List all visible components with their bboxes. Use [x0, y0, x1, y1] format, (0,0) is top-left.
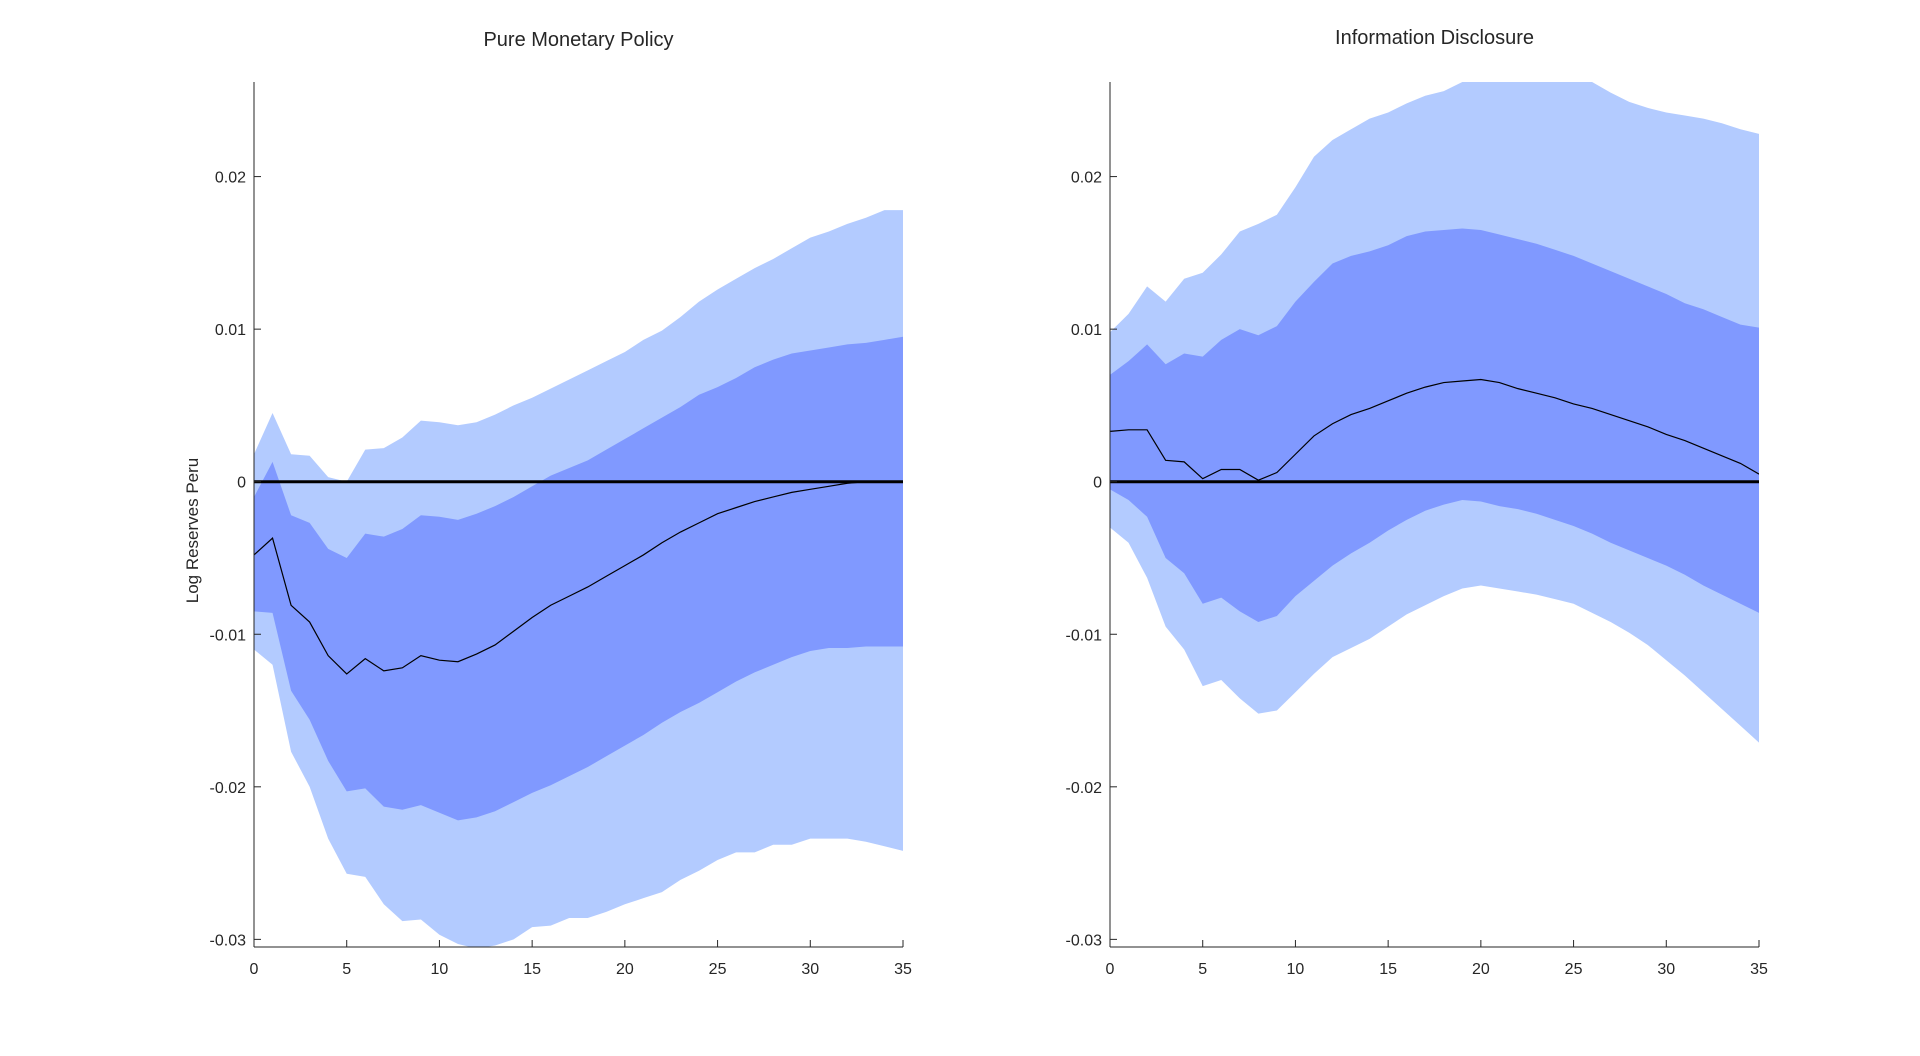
x-tick-label: 5: [1198, 961, 1207, 978]
y-tick-label: 0.01: [215, 322, 246, 339]
chart-title: Information Disclosure: [1335, 27, 1534, 49]
x-tick-label: 5: [342, 961, 351, 978]
y-tick-label: -0.01: [210, 627, 247, 644]
median-response-line: [254, 481, 903, 675]
panel-information-disclosure: 0 5 10 15 20 25 30 35 -0.03 -0.02 -0.01 0 0.01 0.02 In…: [1066, 27, 1768, 978]
x-tick-label: 0: [250, 961, 259, 978]
inner-confidence-band: [1110, 228, 1759, 623]
x-tick-label: 10: [431, 961, 449, 978]
x-tick-label: 25: [709, 961, 727, 978]
y-tick-label: 0.02: [215, 170, 246, 187]
y-axis-label: Log Reserves Peru: [183, 458, 202, 604]
x-tick-label: 10: [1287, 961, 1305, 978]
y-tick-label: 0: [237, 475, 246, 492]
y-tick-label: -0.03: [210, 932, 247, 949]
x-tick-label: 35: [894, 961, 912, 978]
x-tick-label: 30: [801, 961, 819, 978]
x-tick-label: 0: [1106, 961, 1115, 978]
y-tick-label: -0.03: [1066, 932, 1103, 949]
x-tick-label: 15: [523, 961, 541, 978]
x-tick-label: 25: [1565, 961, 1583, 978]
panel-pure-monetary-policy: 0 5 10 15 20 25 30 35 -0.03 -0.02 -0.01 0 0.01 0.02 Pu…: [183, 29, 912, 978]
inner-confidence-band: [254, 336, 903, 821]
x-tick-label: 20: [1472, 961, 1490, 978]
y-tick-label: 0.01: [1071, 322, 1102, 339]
y-tick-label: 0: [1093, 475, 1102, 492]
x-tick-label: 15: [1379, 961, 1397, 978]
x-tick-label: 20: [616, 961, 634, 978]
x-tick-label: 30: [1657, 961, 1675, 978]
y-tick-label: 0.02: [1071, 170, 1102, 187]
y-tick-label: -0.02: [210, 780, 247, 797]
median-response-line: [1110, 378, 1759, 481]
y-tick-label: -0.02: [1066, 780, 1103, 797]
x-tick-label: 35: [1750, 961, 1768, 978]
chart-title: Pure Monetary Policy: [483, 29, 673, 51]
y-tick-label: -0.01: [1066, 627, 1103, 644]
